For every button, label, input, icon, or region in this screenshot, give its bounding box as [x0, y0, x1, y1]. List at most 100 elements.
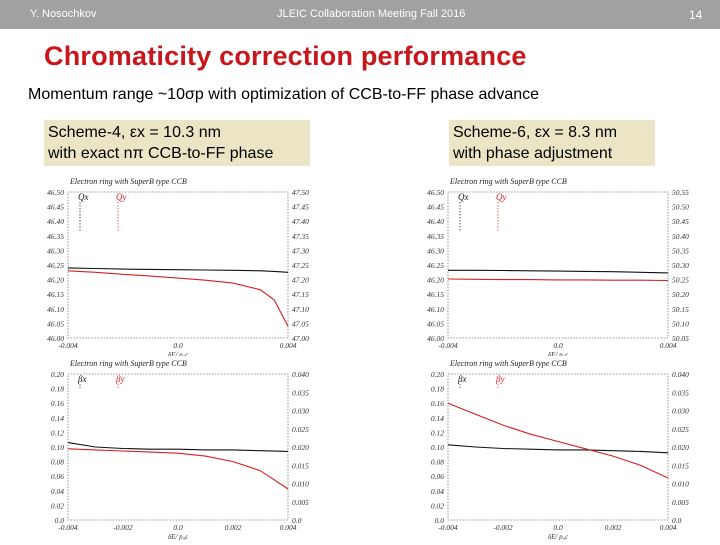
- x-tick-label: -0.002: [493, 523, 513, 532]
- x-tick-label: 0.0: [553, 523, 563, 532]
- y-tick-right-label: 0.040: [292, 370, 309, 379]
- y-tick-left-label: 0.14: [51, 414, 64, 423]
- y-tick-right-label: 50.30: [672, 261, 689, 270]
- y-tick-left-label: 46.20: [427, 276, 444, 285]
- y-tick-right-label: 50.15: [672, 305, 689, 314]
- chart-svg: Electron ring with SuperB type CCB 46.50 4…: [427, 177, 689, 359]
- x-tick-label: 0.0: [173, 523, 183, 532]
- legend-label: βy: [495, 374, 504, 384]
- legend-label: βx: [77, 374, 86, 384]
- y-tick-left-label: 0.20: [51, 370, 64, 379]
- chart-svg: Electron ring with SuperB type CCB 0.20 0.…: [51, 359, 309, 541]
- x-tick-label: -0.002: [113, 523, 133, 532]
- y-tick-left-label: 0.08: [51, 458, 64, 467]
- y-tick-left-label: 0.04: [431, 487, 444, 496]
- y-tick-left-label: 46.15: [47, 290, 64, 299]
- y-tick-right-label: 0.015: [292, 461, 309, 470]
- y-tick-right-label: 50.50: [672, 203, 689, 212]
- y-tick-right-label: 0.005: [292, 498, 309, 507]
- y-tick-left-label: 46.10: [47, 305, 64, 314]
- x-tick-label: -0.004: [438, 341, 458, 350]
- series-line-Qy: [447, 278, 669, 282]
- y-tick-left-label: 0.12: [51, 428, 64, 437]
- y-tick-right-label: 0.025: [672, 425, 689, 434]
- y-tick-left-label: 46.40: [427, 217, 444, 226]
- x-tick-label: 0.0: [553, 341, 563, 350]
- y-tick-left-label: 46.30: [427, 246, 444, 255]
- y-tick-left-label: 46.35: [427, 232, 444, 241]
- y-tick-left-label: 46.45: [47, 203, 64, 212]
- y-tick-right-label: 0.0: [292, 516, 302, 525]
- x-tick-label: 0.004: [280, 523, 297, 532]
- chart-frame: [447, 191, 669, 339]
- y-tick-left-label: 0.16: [51, 399, 64, 408]
- y-tick-left-label: 46.05: [47, 319, 64, 328]
- scheme-6-callout: Scheme-6, εx = 8.3 nm with phase adjustm…: [449, 120, 655, 166]
- legend-label: Qy: [496, 192, 507, 202]
- y-tick-left-label: 46.30: [47, 246, 64, 255]
- y-tick-left-label: 46.50: [427, 188, 444, 197]
- y-tick-right-label: 0.010: [292, 480, 309, 489]
- y-tick-left-label: 46.20: [47, 276, 64, 285]
- x-axis-label: δE/ p₀c: [548, 351, 569, 356]
- chart-svg: Electron ring with SuperB type CCB 0.20 0.…: [431, 359, 689, 541]
- y-tick-right-label: 50.05: [672, 334, 689, 343]
- y-tick-left-label: 46.25: [427, 261, 444, 270]
- y-tick-right-label: 0.040: [672, 370, 689, 379]
- y-tick-left-label: 46.10: [427, 305, 444, 314]
- x-axis-label: δE/ p₀c: [168, 533, 189, 540]
- y-tick-left-label: 46.05: [427, 319, 444, 328]
- x-tick-label: -0.004: [438, 523, 458, 532]
- y-tick-left-label: 46.45: [427, 203, 444, 212]
- slide-subtitle: Momentum range ~10σp with optimization o…: [28, 86, 540, 103]
- y-tick-right-label: 47.05: [292, 319, 309, 328]
- y-tick-right-label: 47.20: [292, 276, 309, 285]
- scheme-6-line1: Scheme-6, εx = 8.3 nm: [453, 124, 618, 141]
- scheme-4-callout: Scheme-4, εx = 10.3 nm with exact nπ CCB…: [44, 120, 310, 166]
- chart-title: Electron ring with SuperB type CCB: [449, 177, 567, 186]
- y-tick-right-label: 0.020: [672, 443, 689, 452]
- slide-title: Chromaticity correction performance: [44, 41, 527, 71]
- y-tick-left-label: 46.00: [47, 334, 64, 343]
- series-line-Qx: [67, 267, 289, 273]
- series-line-Qy: [67, 270, 289, 327]
- chart-panel-tune-scheme6: Electron ring with SuperB type CCB 46.50 4…: [400, 170, 700, 359]
- series-line-Qx: [448, 269, 669, 274]
- y-tick-left-label: 46.00: [427, 334, 444, 343]
- y-tick-left-label: 0.10: [51, 443, 64, 452]
- y-tick-left-label: 0.10: [431, 443, 444, 452]
- y-tick-right-label: 0.0: [672, 516, 682, 525]
- y-tick-left-label: 0.18: [431, 385, 444, 394]
- y-tick-right-label: 0.030: [292, 407, 309, 416]
- y-tick-left-label: 0.06: [51, 472, 64, 481]
- y-tick-left-label: 0.02: [51, 501, 64, 510]
- y-tick-right-label: 50.35: [672, 246, 689, 255]
- y-tick-right-label: 47.25: [292, 261, 309, 270]
- y-tick-right-label: 0.005: [672, 498, 689, 507]
- chart-panel-tune-scheme4: Electron ring with SuperB type CCB 46.50 4…: [20, 170, 320, 359]
- series-line-βy: [67, 448, 289, 490]
- page-number: 14: [689, 8, 703, 22]
- scheme-4-line1: Scheme-4, εx = 10.3 nm: [48, 124, 221, 141]
- y-tick-left-label: 46.15: [427, 290, 444, 299]
- series-line-βx: [447, 444, 669, 454]
- y-tick-right-label: 50.10: [672, 319, 689, 328]
- y-tick-left-label: 0.06: [431, 472, 444, 481]
- y-tick-right-label: 47.30: [292, 246, 309, 255]
- y-tick-right-label: 0.010: [672, 480, 689, 489]
- scheme-6-line2: with phase adjustment: [453, 145, 613, 162]
- x-tick-label: 0.002: [605, 523, 622, 532]
- meeting-label: JLEIC Collaboration Meeting Fall 2016: [277, 8, 466, 20]
- y-tick-right-label: 50.45: [672, 217, 689, 226]
- y-tick-left-label: 0.08: [431, 458, 444, 467]
- y-tick-right-label: 47.40: [292, 217, 309, 226]
- x-tick-label: 0.004: [280, 341, 297, 350]
- series-line-βy: [447, 402, 669, 479]
- y-tick-right-label: 0.015: [672, 461, 689, 470]
- header-bar: Y. Nosochkov JLEIC Collaboration Meeting…: [0, 0, 720, 29]
- y-tick-right-label: 0.035: [672, 388, 689, 397]
- legend-label: Qy: [116, 192, 127, 202]
- legend-label: Qx: [78, 192, 89, 202]
- y-tick-left-label: 46.35: [47, 232, 64, 241]
- y-tick-right-label: 0.025: [292, 425, 309, 434]
